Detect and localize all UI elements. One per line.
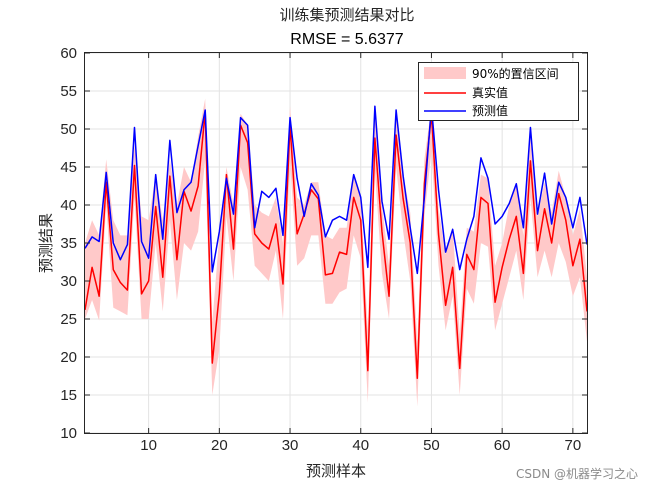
x-tick-label: 20 xyxy=(211,437,228,454)
y-tick-label: 10 xyxy=(60,425,77,442)
chart-subtitle: RMSE = 5.6377 xyxy=(290,31,404,48)
chart-title: 训练集预测结果对比 xyxy=(279,6,414,24)
x-ticks: 10 20 30 40 50 60 70 xyxy=(140,53,581,454)
y-tick-label: 15 xyxy=(60,387,77,404)
legend-swatch-band xyxy=(424,67,466,79)
plot-frame xyxy=(84,52,588,434)
y-tick-label: 35 xyxy=(60,235,77,252)
x-axis-label: 预测样本 xyxy=(306,462,366,480)
y-tick-label: 30 xyxy=(60,273,77,290)
y-axis-label: 预测结果 xyxy=(37,213,55,273)
series-lines-layer xyxy=(84,105,588,380)
x-tick-label: 10 xyxy=(140,437,157,454)
watermark: CSDN @机器学习之心 xyxy=(516,466,638,481)
legend: 90%的置信区间 真实值 预测值 xyxy=(418,62,579,121)
legend-label-predicted: 预测值 xyxy=(472,103,508,118)
y-tick-label: 25 xyxy=(60,311,77,328)
y-tick-label: 20 xyxy=(60,349,77,366)
y-tick-label: 60 xyxy=(60,45,77,62)
y-tick-label: 45 xyxy=(60,159,77,176)
x-tick-label: 40 xyxy=(352,437,369,454)
x-tick-label: 60 xyxy=(494,437,511,454)
series-line-predicted xyxy=(84,105,588,275)
x-tick-label: 50 xyxy=(423,437,440,454)
y-ticks: 10 15 20 25 30 35 40 45 50 55 60 xyxy=(60,45,587,442)
y-tick-label: 40 xyxy=(60,197,77,214)
x-tick-label: 70 xyxy=(565,437,582,454)
series-line-actual xyxy=(84,110,588,380)
y-tick-label: 50 xyxy=(60,121,77,138)
legend-label-actual: 真实值 xyxy=(472,85,508,100)
x-tick-label: 30 xyxy=(282,437,299,454)
legend-label-band: 90%的置信区间 xyxy=(472,66,559,81)
y-tick-label: 55 xyxy=(60,83,77,100)
